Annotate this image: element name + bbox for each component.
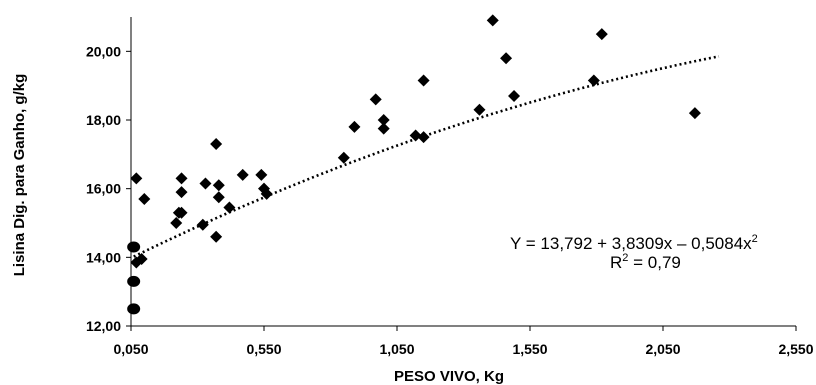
x-tick-label: 2,550 — [778, 341, 813, 357]
data-point-diamond — [212, 179, 225, 192]
trendline — [133, 55, 720, 258]
data-point-diamond — [135, 253, 148, 266]
data-point-diamond — [199, 177, 212, 190]
x-tick-label: 0,050 — [113, 341, 148, 357]
x-axis-ticks: 0,050 0,550 1,050 1,550 2,050 2,550 — [113, 326, 814, 357]
data-point-diamond — [377, 114, 390, 126]
r2-superscript: 2 — [622, 252, 628, 264]
x-tick-label: 1,550 — [512, 341, 547, 357]
equation-superscript: 2 — [752, 233, 758, 245]
data-point-diamond — [417, 74, 430, 87]
data-points — [127, 14, 701, 315]
axes — [130, 17, 796, 327]
data-point-diamond — [500, 52, 513, 65]
x-tick-label: 2,050 — [645, 341, 680, 357]
data-point-diamond — [175, 206, 188, 219]
data-point-diamond — [255, 168, 268, 181]
data-point-diamond — [337, 151, 350, 164]
data-point-diamond — [595, 28, 608, 41]
data-point-diamond — [369, 93, 382, 106]
data-point-diamond — [587, 74, 600, 87]
data-point-diamond — [417, 131, 430, 144]
data-point-diamond — [236, 168, 249, 181]
data-point-circle — [127, 303, 141, 315]
y-axis-ticks: 12,00 14,00 16,00 18,00 20,00 — [86, 43, 131, 334]
x-axis-title: PESO VIVO, Kg — [394, 368, 504, 385]
x-tick-label: 1,050 — [379, 341, 414, 357]
data-point-diamond — [138, 192, 151, 205]
y-tick-label: 16,00 — [86, 181, 121, 197]
data-point-diamond — [212, 191, 225, 204]
y-tick-label: 18,00 — [86, 112, 121, 128]
y-axis-title: Lisina Dig. para Ganho, g/kg — [11, 74, 28, 277]
data-point-circle — [127, 275, 141, 287]
data-point-diamond — [409, 129, 422, 142]
r-squared-label: R2 = 0,79 — [610, 252, 681, 272]
data-point-diamond — [688, 107, 701, 120]
data-point-diamond — [473, 103, 486, 116]
data-point-diamond — [175, 186, 188, 199]
y-tick-label: 14,00 — [86, 249, 121, 265]
data-point-diamond — [130, 172, 143, 185]
data-point-diamond — [210, 138, 223, 151]
data-point-diamond — [170, 217, 183, 229]
trendline-equation: Y = 13,792 + 3,8309x – 0,5084x2 — [510, 233, 758, 253]
data-point-circle — [127, 241, 141, 253]
x-tick-label: 0,550 — [246, 341, 281, 357]
data-point-diamond — [508, 89, 521, 102]
y-tick-label: 12,00 — [86, 318, 121, 334]
r2-value: = 0,79 — [628, 253, 680, 272]
y-tick-label: 20,00 — [86, 43, 121, 59]
data-point-diamond — [223, 201, 236, 214]
data-point-diamond — [486, 14, 499, 27]
data-point-diamond — [377, 122, 390, 135]
equation-main: Y = 13,792 + 3,8309x – 0,5084x — [510, 234, 752, 253]
r2-letter: R — [610, 253, 622, 272]
data-point-diamond — [175, 172, 188, 185]
data-point-diamond — [210, 230, 223, 243]
data-point-diamond — [348, 120, 361, 133]
data-point-diamond — [260, 187, 273, 200]
data-point-diamond — [196, 218, 209, 231]
